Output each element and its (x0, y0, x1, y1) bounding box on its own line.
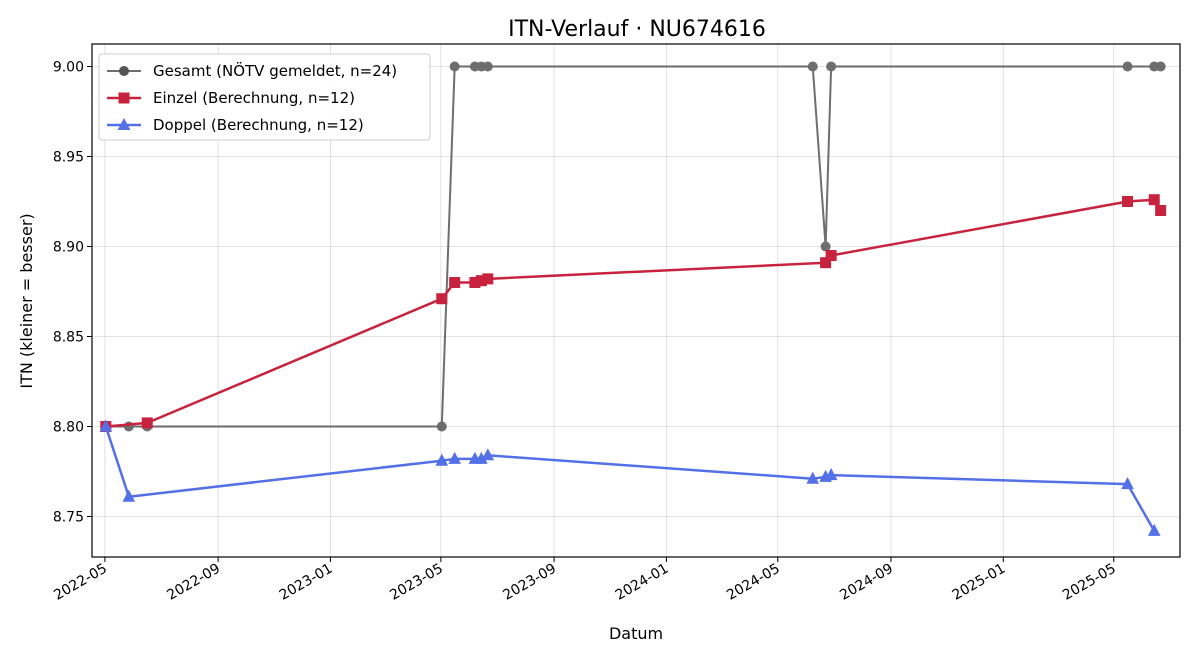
data-point (449, 277, 461, 288)
data-point (1121, 477, 1134, 490)
data-point (1148, 194, 1160, 206)
data-point (448, 451, 461, 464)
y-tick-label: 8.75 (53, 510, 84, 526)
data-point (820, 257, 832, 269)
legend: Gesamt (NÖTV gemeldet, n=24) Einzel (Bere… (98, 53, 431, 141)
y-axis-label: ITN (kleiner = besser) (17, 213, 36, 388)
y-tick-label: 8.95 (53, 150, 84, 166)
y-tick-label: 8.90 (53, 240, 84, 256)
data-point (482, 273, 494, 285)
data-point (436, 421, 447, 432)
y-tick-label: 9.00 (53, 60, 84, 76)
series-2 (99, 419, 1161, 536)
y-tick-label: 8.85 (53, 330, 84, 346)
legend-label: Gesamt (NÖTV gemeldet, n=24) (153, 61, 397, 80)
data-point (807, 61, 818, 72)
legend-label: Doppel (Berechnung, n=12) (153, 116, 364, 134)
legend-box (98, 53, 431, 141)
x-axis-label: Datum (609, 624, 663, 643)
y-tick-label: 8.80 (53, 420, 84, 436)
data-point (482, 61, 493, 72)
data-point (122, 489, 136, 502)
data-point (1122, 196, 1134, 207)
data-point (435, 453, 449, 466)
legend-label: Einzel (Berechnung, n=12) (153, 89, 355, 107)
data-point (141, 417, 153, 429)
data-point (99, 419, 113, 432)
data-point (449, 61, 460, 72)
data-point (481, 448, 495, 461)
data-point (1155, 61, 1166, 72)
y-axis: 8.75 8.80 8.85 8.90 8.95 9.00 (53, 60, 92, 526)
series-group (99, 61, 1167, 536)
data-point (806, 471, 820, 484)
legend-marker (117, 117, 131, 130)
data-point (1147, 523, 1161, 536)
data-point (826, 61, 837, 72)
legend-marker (118, 92, 130, 104)
legend-marker (119, 66, 129, 76)
data-point (825, 250, 837, 261)
data-point (1155, 205, 1167, 216)
data-point (436, 293, 448, 305)
data-point (1122, 61, 1133, 72)
data-point (824, 468, 838, 481)
plot-frame (91, 43, 1181, 558)
data-point (820, 241, 831, 252)
chart-title: ITN-Verlauf · NU674616 (508, 17, 766, 42)
